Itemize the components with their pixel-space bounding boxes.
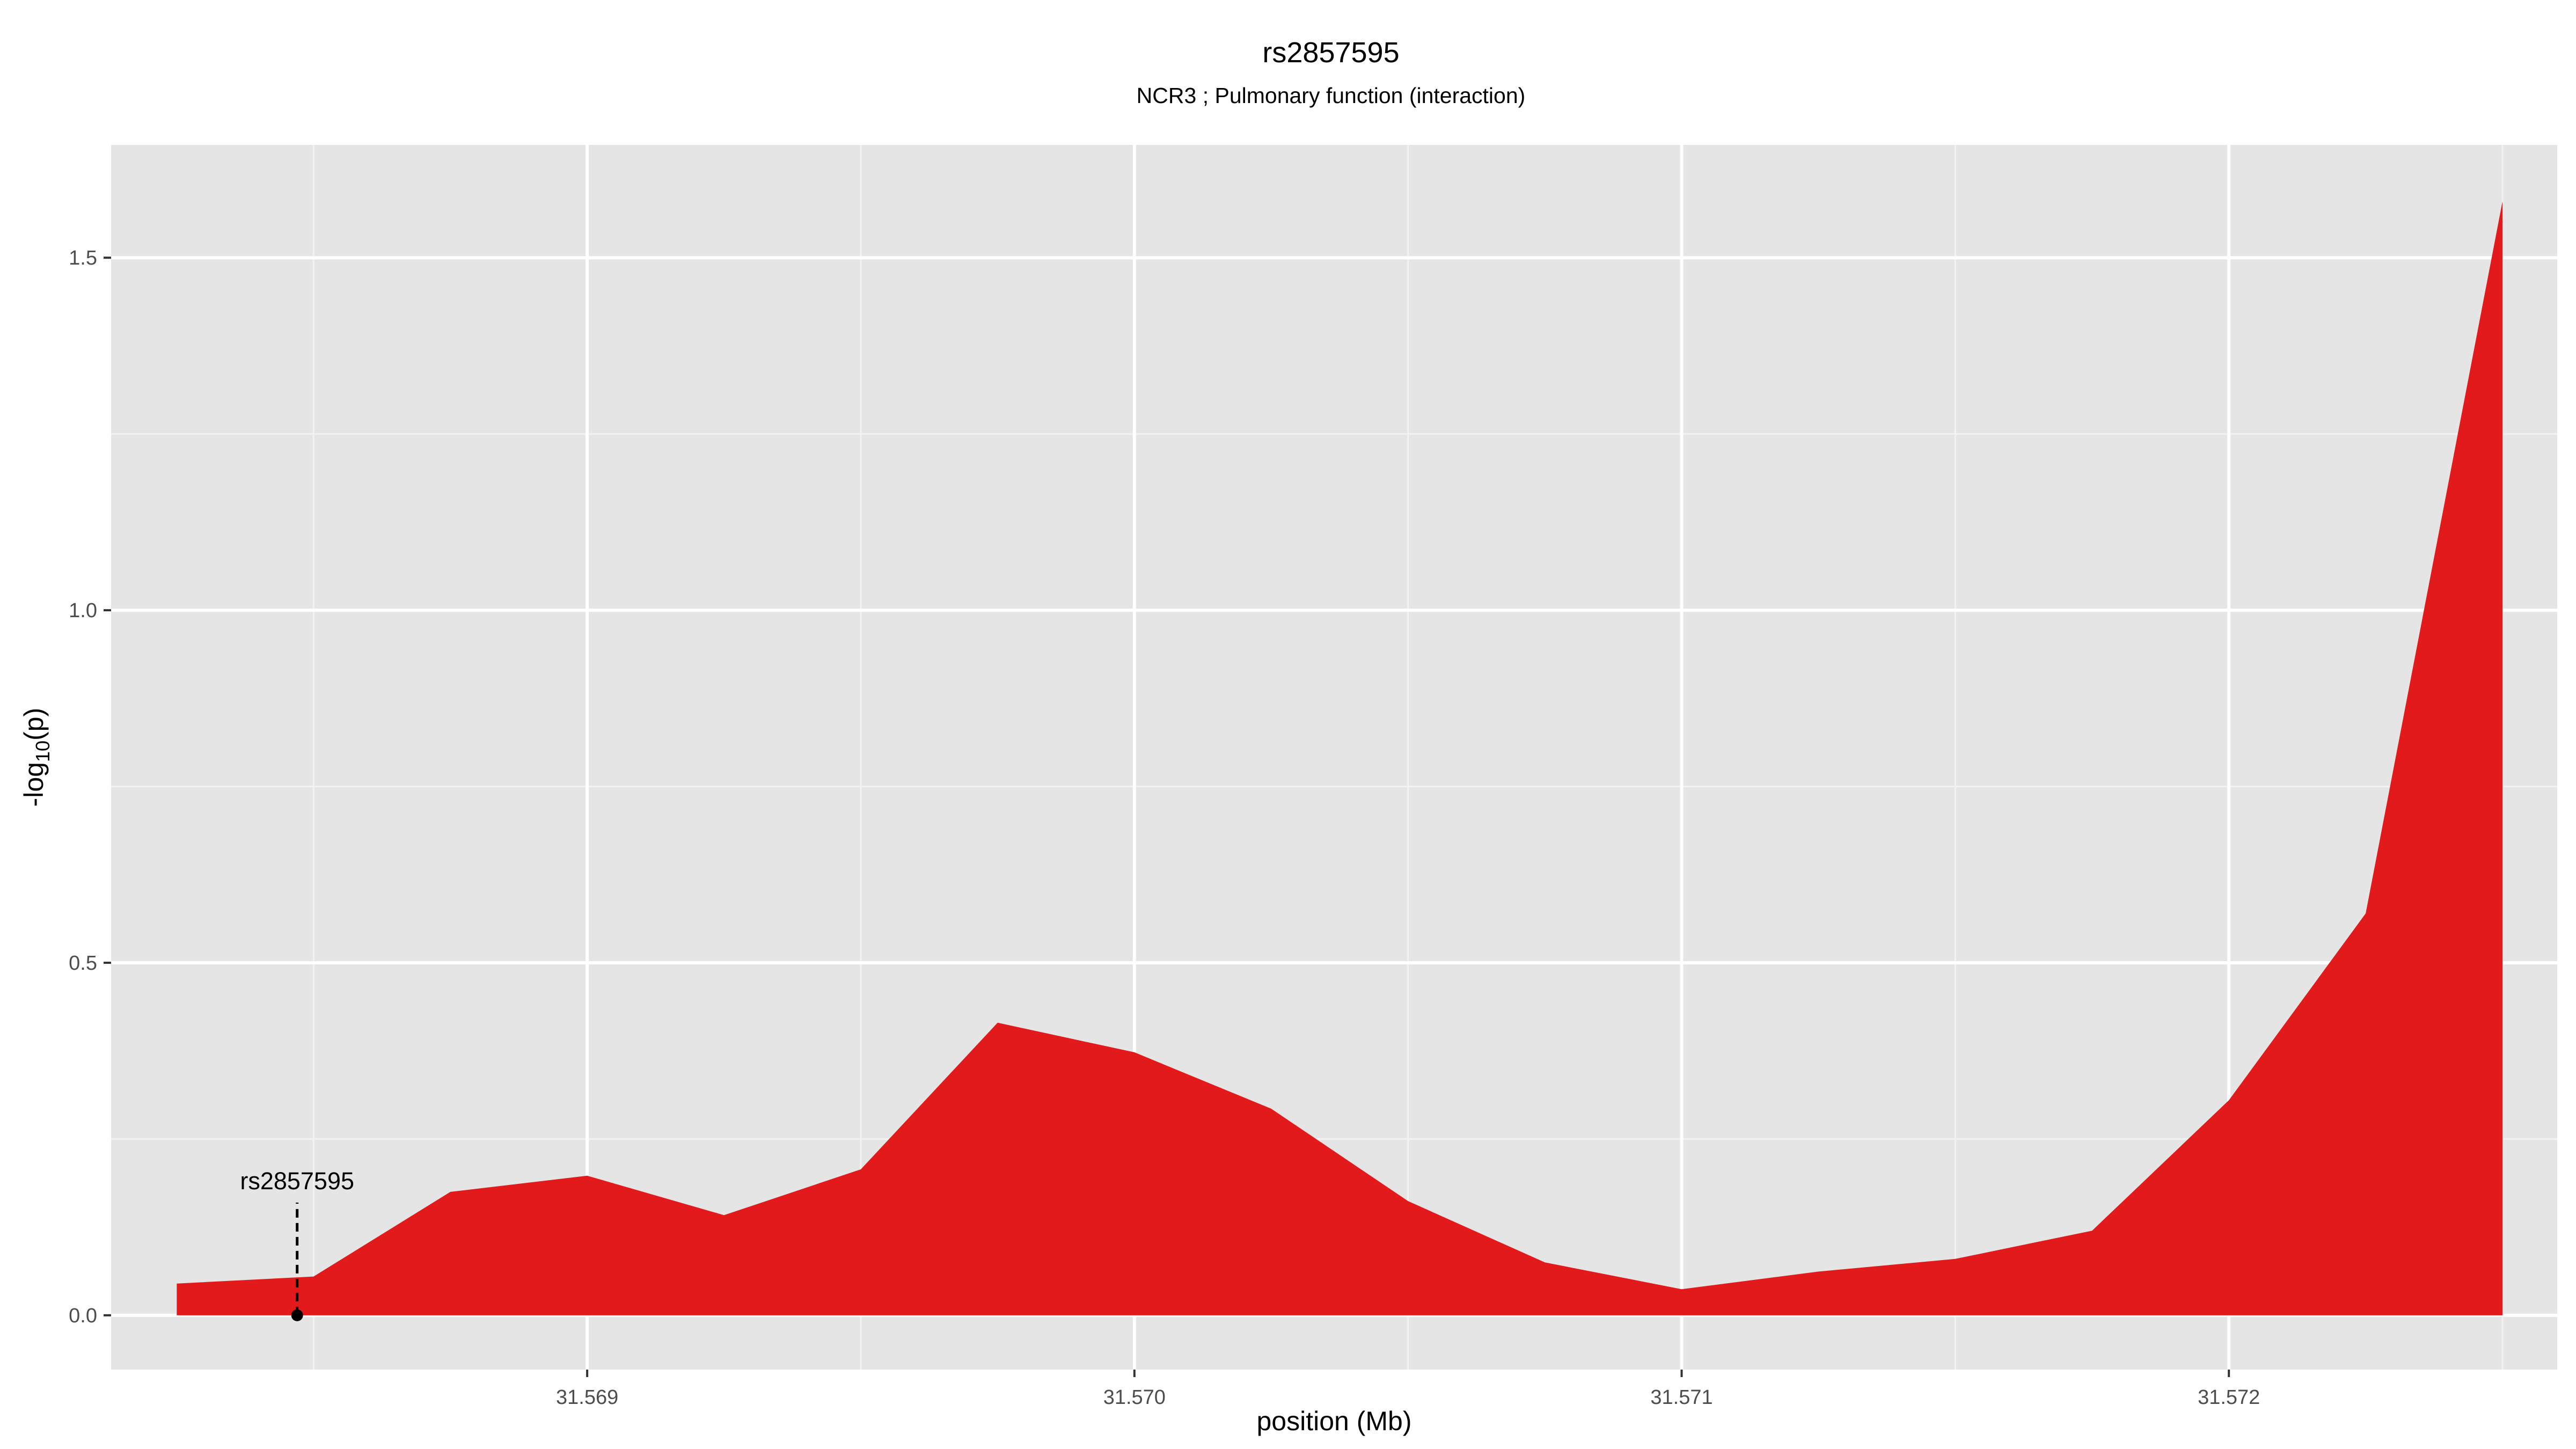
y-axis-title-tail: (p) <box>19 708 49 741</box>
y-axis: 0.0 0.5 1.0 1.5 <box>69 247 111 1327</box>
y-tick-label: 1.0 <box>69 599 97 622</box>
snp-annotation: rs2857595 <box>240 1167 354 1321</box>
y-axis-title-subscript: 10 <box>32 741 54 762</box>
y-tick-label: 1.5 <box>69 247 97 269</box>
y-axis-title-main: -log <box>19 762 49 807</box>
snp-label: rs2857595 <box>240 1167 354 1195</box>
x-axis: 31.569 31.570 31.571 31.572 <box>556 1370 2260 1409</box>
y-tick-label: 0.0 <box>69 1305 97 1327</box>
association-area <box>177 201 2503 1315</box>
x-tick-label: 31.570 <box>1103 1386 1166 1409</box>
chart-subtitle: NCR3 ; Pulmonary function (interaction) <box>1137 83 1526 108</box>
x-tick-label: 31.571 <box>1650 1386 1713 1409</box>
snp-marker-point <box>291 1309 303 1321</box>
y-axis-title: -log10(p) <box>19 708 54 807</box>
chart-title: rs2857595 <box>1262 36 1399 69</box>
y-tick-label: 0.5 <box>69 952 97 975</box>
x-tick-label: 31.572 <box>2198 1386 2260 1409</box>
x-tick-label: 31.569 <box>556 1386 618 1409</box>
x-axis-title: position (Mb) <box>1257 1406 1412 1436</box>
minor-gridlines <box>111 145 2557 1370</box>
